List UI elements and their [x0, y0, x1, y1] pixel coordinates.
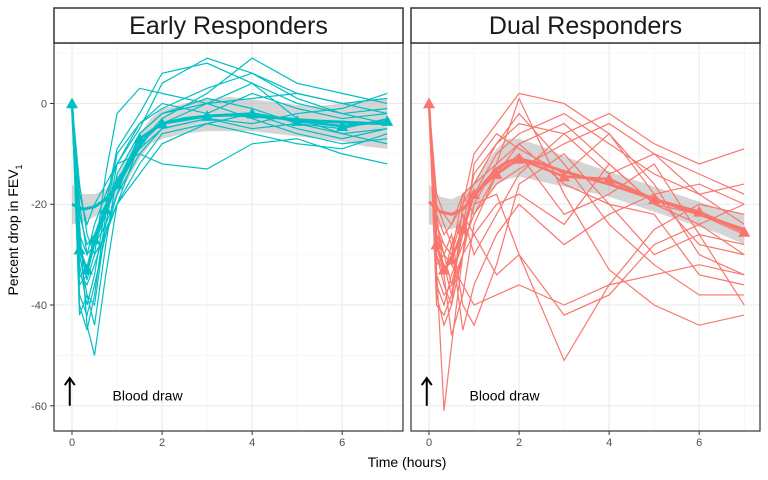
panel-2: Blood draw Dual Responders 0 2 4 6	[410, 7, 761, 449]
subject-line-12	[428, 103, 745, 328]
panels-layer: Blood draw Early Responders 0 2 4 6 0 -20 -40 -60…	[31, 7, 761, 449]
x-tick-label: 4	[249, 437, 255, 449]
y-tick-label: 0	[41, 98, 47, 110]
facet-strip	[53, 7, 404, 44]
subject-line-17	[428, 103, 745, 236]
y-axis-title: Percent drop in FEV1	[5, 164, 24, 295]
x-tick-label: 0	[426, 437, 432, 449]
mean-point	[66, 97, 79, 109]
x-tick-label: 0	[69, 437, 75, 449]
subject-line-5	[71, 103, 388, 287]
x-tick-label: 4	[606, 437, 612, 449]
y-axis-title-subscript: 1	[14, 164, 24, 169]
facet-strip	[410, 7, 761, 44]
mean-point	[490, 168, 503, 179]
mean-point	[738, 225, 751, 237]
blood-draw-arrowhead	[420, 376, 433, 386]
mean-point	[693, 205, 706, 217]
mean-point	[445, 253, 458, 265]
mean-point	[156, 117, 169, 129]
mean-point	[381, 115, 394, 126]
subject-line-15	[428, 103, 745, 306]
y-tick-label: -20	[31, 199, 47, 211]
mean-point	[423, 97, 436, 109]
mean-point	[201, 110, 214, 121]
subject-line-7	[71, 87, 388, 281]
subject-line-10	[71, 92, 388, 318]
mean-point	[133, 132, 146, 144]
x-tick-label: 6	[696, 437, 702, 449]
blood-draw-arrowhead	[63, 376, 76, 386]
mean-point	[558, 170, 571, 182]
mean-point	[81, 263, 94, 275]
mean-point	[430, 238, 443, 250]
mean-point	[603, 173, 616, 184]
mean-point	[88, 233, 101, 245]
mean-point	[291, 115, 304, 126]
blood-draw-label: Blood draw	[470, 388, 541, 404]
facet-title: Early Responders	[129, 12, 328, 40]
blood-draw-label: Blood draw	[113, 388, 184, 404]
subject-line-11	[428, 103, 745, 297]
y-tick-label: -60	[31, 401, 47, 413]
mean-point	[648, 193, 661, 205]
panel-1: Blood draw Early Responders 0 2 4 6 0 -20 -40 -60	[31, 7, 404, 449]
subject-line-14	[71, 92, 388, 316]
subject-line-14	[428, 103, 745, 277]
mean-point	[99, 203, 112, 215]
subject-line-12	[71, 92, 388, 287]
mean-point	[438, 263, 451, 275]
mean-point	[336, 120, 349, 131]
mean-point	[513, 152, 526, 164]
subject-line-13	[71, 103, 388, 257]
y-axis-title-main: Percent drop in FEV	[5, 169, 21, 296]
y-tick-label: -40	[31, 300, 47, 312]
mean-point	[246, 107, 259, 119]
mean-point	[468, 188, 481, 199]
subject-line-10	[428, 96, 745, 326]
mean-point	[111, 178, 124, 189]
smooth-confidence-band	[72, 96, 388, 225]
mean-point	[73, 243, 86, 255]
x-axis-title: Time (hours)	[368, 454, 447, 470]
panel-background	[411, 43, 760, 431]
subject-line-16	[428, 103, 745, 317]
x-tick-label: 6	[339, 437, 345, 449]
x-tick-label: 2	[516, 437, 522, 449]
x-tick-label: 2	[159, 437, 165, 449]
facet-title: Dual Responders	[489, 12, 682, 40]
mean-point	[456, 223, 469, 235]
